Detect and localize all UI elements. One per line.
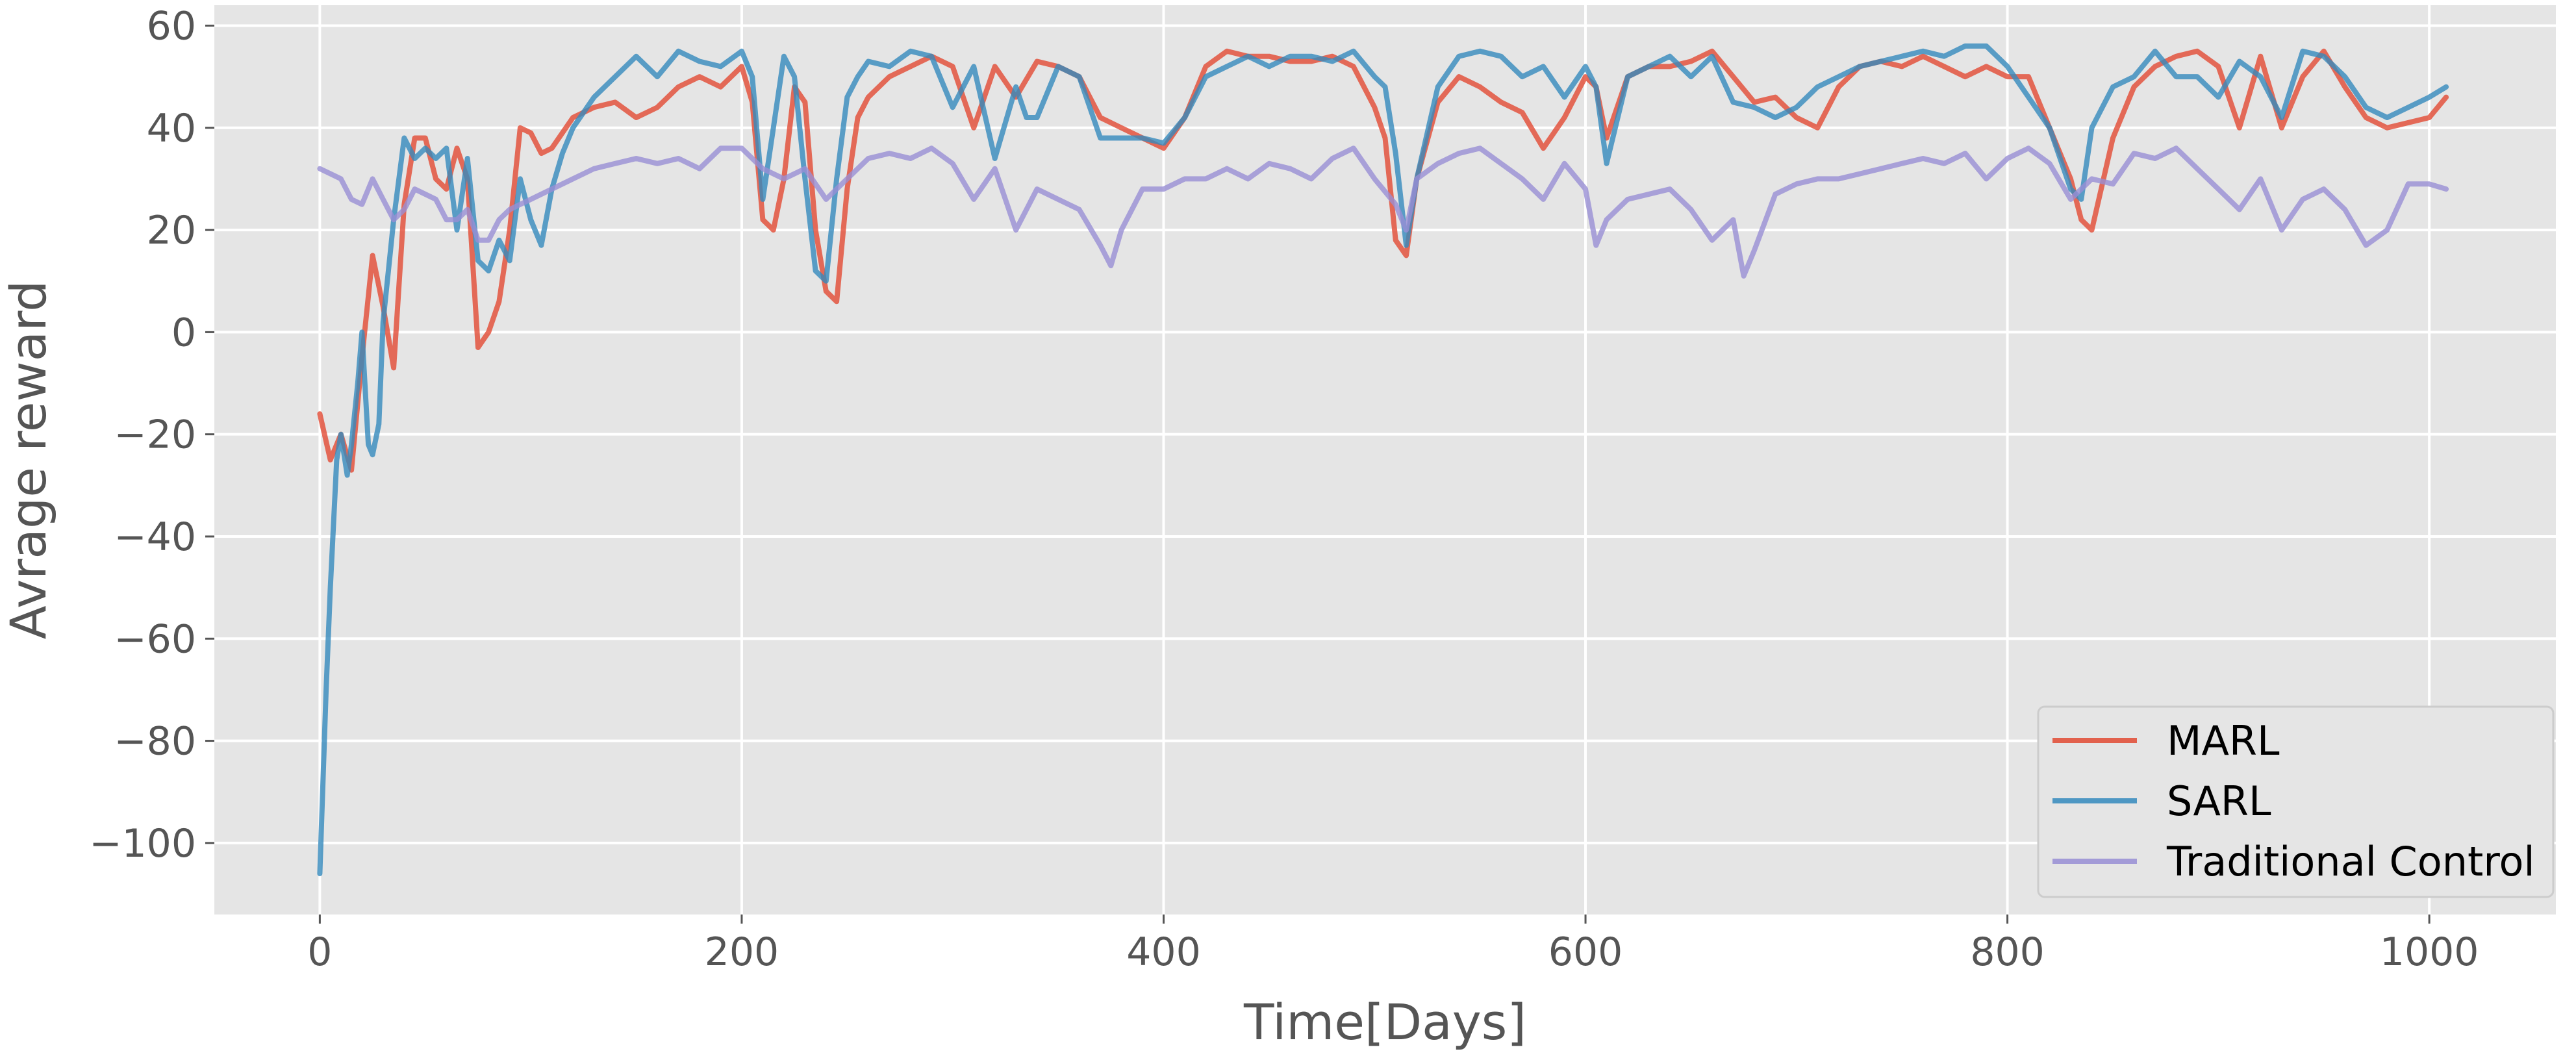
series-line-traditional-control — [317, 145, 2449, 279]
x-tick-label: 1000 — [2380, 929, 2479, 975]
y-tick-label: −20 — [114, 412, 196, 458]
y-tick-label: 40 — [147, 106, 196, 151]
x-tick-label: 600 — [1548, 929, 1623, 975]
y-tick-label: 0 — [171, 310, 196, 355]
series-lines — [317, 43, 2449, 877]
y-tick-label: −100 — [89, 821, 196, 866]
y-tick-label: −60 — [114, 616, 196, 662]
y-tick-label: −40 — [114, 514, 196, 560]
x-tick-label: 0 — [307, 929, 332, 975]
legend-label: Traditional Control — [2166, 838, 2535, 885]
x-tick-label: 800 — [1970, 929, 2045, 975]
y-tick-label: 20 — [147, 208, 196, 253]
y-tick-label: 60 — [147, 3, 196, 49]
legend: MARL SARL Traditional Control — [2037, 705, 2555, 898]
series-line-sarl — [317, 43, 2449, 877]
y-tick-label: −80 — [114, 719, 196, 764]
legend-label: MARL — [2167, 717, 2280, 764]
y-axis-label: Avrage reward — [0, 281, 57, 640]
x-tick-label: 200 — [705, 929, 779, 975]
legend-box — [2037, 705, 2555, 898]
legend-label: SARL — [2167, 777, 2271, 825]
x-tick-label: 400 — [1126, 929, 1201, 975]
grid-lines — [214, 5, 2556, 915]
x-axis-label: Time[Days] — [1243, 993, 1526, 1051]
